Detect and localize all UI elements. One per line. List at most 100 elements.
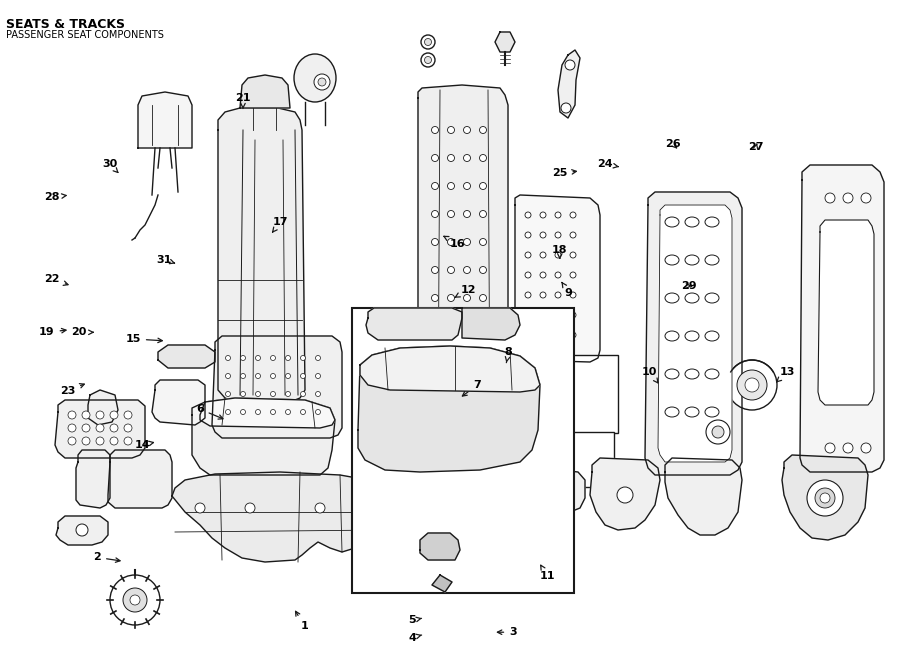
- Circle shape: [256, 391, 260, 397]
- Text: 12: 12: [454, 285, 476, 297]
- Polygon shape: [418, 85, 508, 432]
- Circle shape: [464, 183, 471, 189]
- Ellipse shape: [665, 331, 679, 341]
- Text: 25: 25: [552, 168, 576, 179]
- Polygon shape: [818, 220, 874, 405]
- Circle shape: [240, 391, 246, 397]
- Text: PASSENGER SEAT COMPONENTS: PASSENGER SEAT COMPONENTS: [6, 30, 164, 40]
- Circle shape: [68, 424, 76, 432]
- Circle shape: [727, 360, 777, 410]
- Polygon shape: [495, 32, 515, 52]
- Circle shape: [285, 391, 291, 397]
- Circle shape: [271, 410, 275, 414]
- Circle shape: [110, 575, 160, 625]
- Circle shape: [525, 332, 531, 338]
- Circle shape: [464, 267, 471, 273]
- Polygon shape: [590, 458, 660, 530]
- Text: 13: 13: [777, 367, 796, 382]
- Circle shape: [301, 391, 305, 397]
- Circle shape: [256, 355, 260, 361]
- Circle shape: [76, 524, 88, 536]
- Ellipse shape: [685, 293, 699, 303]
- Ellipse shape: [685, 369, 699, 379]
- Circle shape: [316, 410, 320, 414]
- Polygon shape: [56, 516, 108, 545]
- Circle shape: [464, 211, 471, 218]
- Circle shape: [525, 252, 531, 258]
- Ellipse shape: [294, 54, 336, 102]
- Ellipse shape: [705, 331, 719, 341]
- Circle shape: [124, 411, 132, 419]
- Circle shape: [570, 212, 576, 218]
- Bar: [352, 308, 574, 593]
- Polygon shape: [462, 308, 520, 340]
- Circle shape: [240, 373, 246, 379]
- Circle shape: [363, 503, 373, 513]
- Circle shape: [226, 410, 230, 414]
- Circle shape: [316, 373, 320, 379]
- Circle shape: [447, 126, 454, 134]
- Ellipse shape: [705, 293, 719, 303]
- Circle shape: [480, 183, 487, 189]
- Circle shape: [861, 443, 871, 453]
- Circle shape: [555, 212, 561, 218]
- Circle shape: [825, 193, 835, 203]
- Circle shape: [82, 424, 90, 432]
- Text: 6: 6: [196, 404, 223, 419]
- Polygon shape: [172, 472, 385, 562]
- Circle shape: [285, 355, 291, 361]
- Circle shape: [240, 410, 246, 414]
- Circle shape: [301, 410, 305, 414]
- Ellipse shape: [665, 407, 679, 417]
- Circle shape: [480, 238, 487, 246]
- Circle shape: [68, 437, 76, 445]
- Circle shape: [561, 103, 571, 113]
- Circle shape: [431, 238, 438, 246]
- Polygon shape: [645, 192, 742, 475]
- Text: 19: 19: [39, 327, 66, 338]
- Text: 29: 29: [680, 281, 697, 291]
- Circle shape: [555, 312, 561, 318]
- Circle shape: [820, 493, 830, 503]
- Circle shape: [540, 292, 546, 298]
- Circle shape: [68, 411, 76, 419]
- Circle shape: [565, 60, 575, 70]
- Text: SEATS & TRACKS: SEATS & TRACKS: [6, 18, 125, 31]
- Polygon shape: [88, 390, 118, 425]
- Circle shape: [301, 373, 305, 379]
- Circle shape: [271, 355, 275, 361]
- Circle shape: [525, 312, 531, 318]
- Circle shape: [316, 355, 320, 361]
- Circle shape: [570, 312, 576, 318]
- Circle shape: [431, 267, 438, 273]
- Circle shape: [617, 487, 633, 503]
- Ellipse shape: [685, 407, 699, 417]
- Circle shape: [480, 126, 487, 134]
- Circle shape: [861, 193, 871, 203]
- Polygon shape: [240, 75, 290, 108]
- Circle shape: [110, 411, 118, 419]
- Circle shape: [706, 420, 730, 444]
- Circle shape: [431, 126, 438, 134]
- Circle shape: [570, 272, 576, 278]
- Circle shape: [431, 154, 438, 162]
- Circle shape: [555, 252, 561, 258]
- Text: 22: 22: [44, 274, 68, 285]
- Circle shape: [480, 154, 487, 162]
- Circle shape: [226, 391, 230, 397]
- Text: 7: 7: [463, 380, 481, 396]
- Circle shape: [540, 312, 546, 318]
- Circle shape: [555, 272, 561, 278]
- Circle shape: [464, 238, 471, 246]
- Polygon shape: [76, 450, 110, 508]
- Circle shape: [271, 373, 275, 379]
- Circle shape: [271, 391, 275, 397]
- Circle shape: [447, 322, 454, 330]
- Text: 23: 23: [59, 384, 85, 396]
- Circle shape: [843, 443, 853, 453]
- Circle shape: [96, 437, 104, 445]
- Polygon shape: [212, 336, 342, 438]
- Circle shape: [480, 322, 487, 330]
- Text: 5: 5: [409, 615, 421, 626]
- Polygon shape: [515, 195, 600, 362]
